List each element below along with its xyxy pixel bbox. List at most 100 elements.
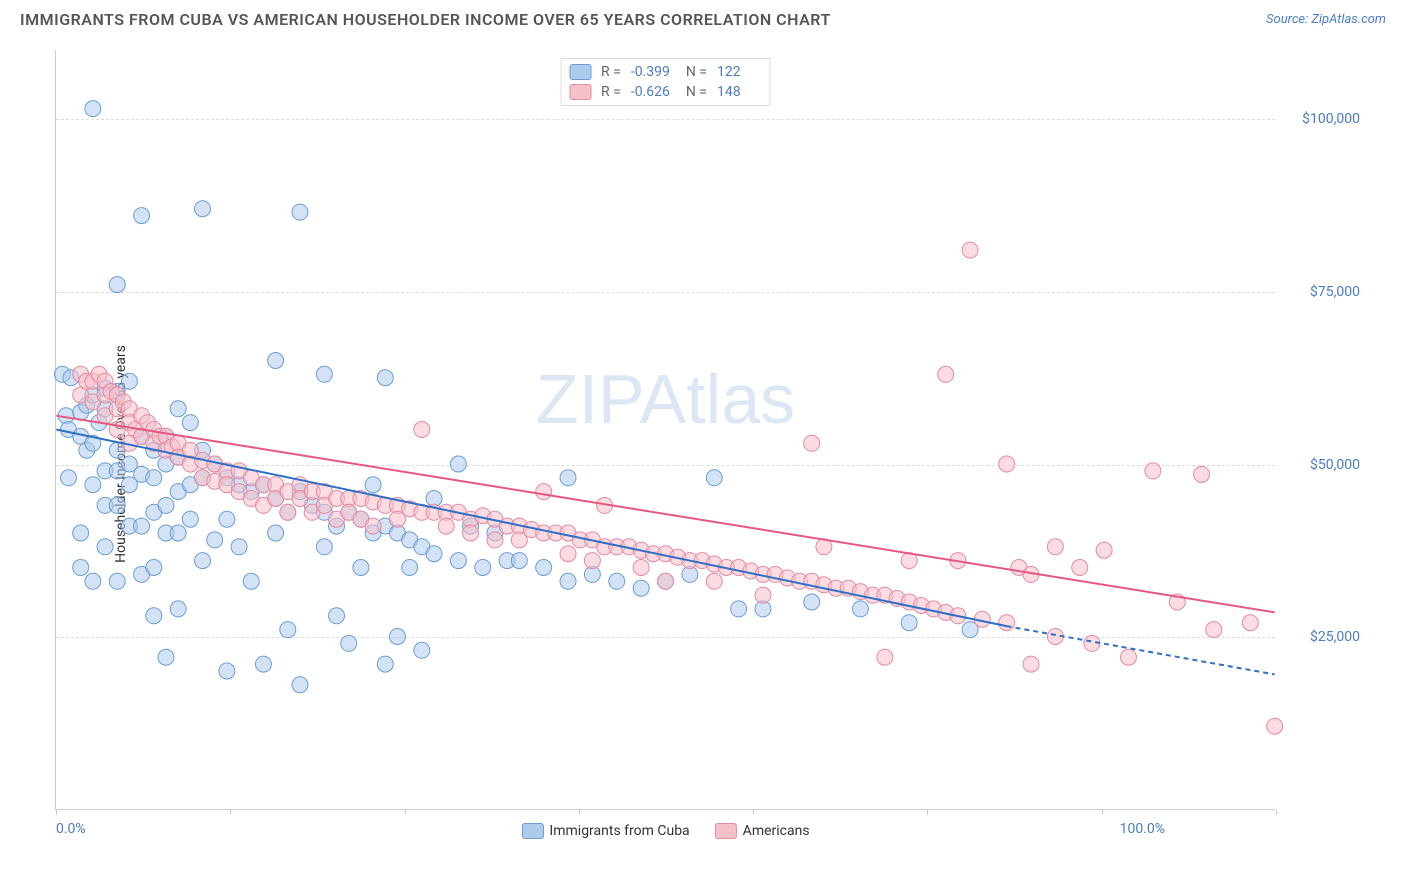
data-point-series-1 (584, 553, 600, 569)
chart-header: IMMIGRANTS FROM CUBA VS AMERICAN HOUSEHO… (0, 0, 1406, 34)
chart-title: IMMIGRANTS FROM CUBA VS AMERICAN HOUSEHO… (20, 10, 831, 29)
data-point-series-0 (146, 560, 162, 576)
data-point-series-0 (280, 622, 296, 638)
data-point-series-0 (389, 629, 405, 645)
data-point-series-0 (85, 573, 101, 589)
data-point-series-1 (438, 518, 454, 534)
stat-value-R: -0.626 (631, 84, 676, 100)
data-point-series-1 (1096, 542, 1112, 558)
data-point-series-0 (706, 470, 722, 486)
data-point-series-0 (316, 539, 332, 555)
data-point-series-0 (158, 649, 174, 665)
source-label: Source: ZipAtlas.com (1266, 12, 1386, 27)
y-tick-label: $50,000 (1310, 457, 1360, 473)
series-legend-item: Immigrants from Cuba (521, 823, 689, 839)
plot-area: ZIPAtlas R = -0.399 N = 122 R = -0.626 N… (55, 50, 1275, 810)
data-point-series-1 (877, 649, 893, 665)
x-tick (405, 809, 406, 815)
data-point-series-0 (804, 594, 820, 610)
data-point-series-0 (170, 601, 186, 617)
data-point-series-0 (121, 373, 137, 389)
data-point-series-0 (475, 560, 491, 576)
series-legend: Immigrants from Cuba Americans (521, 823, 809, 839)
data-point-series-0 (377, 370, 393, 386)
data-point-series-0 (182, 511, 198, 527)
data-point-series-0 (353, 560, 369, 576)
data-point-series-1 (1206, 622, 1222, 638)
correlation-legend-row: R = -0.399 N = 122 (569, 62, 762, 82)
trend-line-dashed-series-0 (1007, 626, 1275, 674)
data-point-series-1 (1023, 656, 1039, 672)
data-point-series-1 (658, 573, 674, 589)
x-tick (753, 809, 754, 815)
data-point-series-0 (329, 608, 345, 624)
data-point-series-0 (365, 477, 381, 493)
data-point-series-1 (560, 546, 576, 562)
data-point-series-0 (97, 539, 113, 555)
data-point-series-0 (170, 525, 186, 541)
data-point-series-1 (999, 456, 1015, 472)
y-tick-label: $75,000 (1310, 284, 1360, 300)
data-point-series-1 (536, 484, 552, 500)
scatter-svg (56, 50, 1275, 809)
data-point-series-0 (292, 677, 308, 693)
data-point-series-0 (511, 553, 527, 569)
data-point-series-0 (292, 204, 308, 220)
data-point-series-1 (633, 560, 649, 576)
data-point-series-1 (1047, 539, 1063, 555)
data-point-series-0 (85, 477, 101, 493)
data-point-series-0 (426, 546, 442, 562)
series-legend-label: Americans (743, 823, 810, 839)
x-tick (230, 809, 231, 815)
data-point-series-0 (560, 573, 576, 589)
data-point-series-0 (219, 511, 235, 527)
data-point-series-1 (1121, 649, 1137, 665)
data-point-series-0 (268, 525, 284, 541)
legend-swatch (715, 823, 737, 839)
data-point-series-0 (536, 560, 552, 576)
correlation-legend: R = -0.399 N = 122 R = -0.626 N = 148 (560, 58, 771, 106)
data-point-series-0 (73, 560, 89, 576)
data-point-series-0 (341, 635, 357, 651)
legend-swatch (569, 84, 591, 100)
data-point-series-0 (609, 573, 625, 589)
data-point-series-0 (316, 366, 332, 382)
data-point-series-1 (1194, 466, 1210, 482)
stat-label-N: N = (686, 64, 707, 80)
data-point-series-1 (1267, 718, 1283, 734)
data-point-series-0 (134, 518, 150, 534)
data-point-series-0 (146, 470, 162, 486)
data-point-series-0 (450, 553, 466, 569)
data-point-series-1 (463, 525, 479, 541)
stat-value-N: 148 (717, 84, 762, 100)
data-point-series-0 (377, 656, 393, 672)
stat-label-N: N = (686, 84, 707, 100)
data-point-series-0 (852, 601, 868, 617)
data-point-series-0 (231, 539, 247, 555)
data-point-series-1 (999, 615, 1015, 631)
x-tick (1102, 809, 1103, 815)
data-point-series-1 (1145, 463, 1161, 479)
data-point-series-1 (365, 518, 381, 534)
data-point-series-0 (402, 560, 418, 576)
data-point-series-0 (450, 456, 466, 472)
x-axis-label-right: 100.0% (1120, 821, 1165, 837)
data-point-series-0 (85, 101, 101, 117)
data-point-series-1 (1072, 560, 1088, 576)
data-point-series-0 (73, 525, 89, 541)
x-tick (579, 809, 580, 815)
data-point-series-0 (134, 208, 150, 224)
stat-value-R: -0.399 (631, 64, 676, 80)
data-point-series-1 (487, 532, 503, 548)
y-tick-label: $25,000 (1310, 629, 1360, 645)
data-point-series-0 (182, 415, 198, 431)
data-point-series-0 (255, 656, 271, 672)
data-point-series-0 (146, 608, 162, 624)
x-tick (56, 809, 57, 815)
data-point-series-0 (633, 580, 649, 596)
data-point-series-0 (414, 642, 430, 658)
chart-container: Householder Income Over 65 years ZIPAtla… (55, 50, 1385, 842)
data-point-series-0 (158, 497, 174, 513)
data-point-series-0 (195, 201, 211, 217)
series-legend-item: Americans (715, 823, 810, 839)
